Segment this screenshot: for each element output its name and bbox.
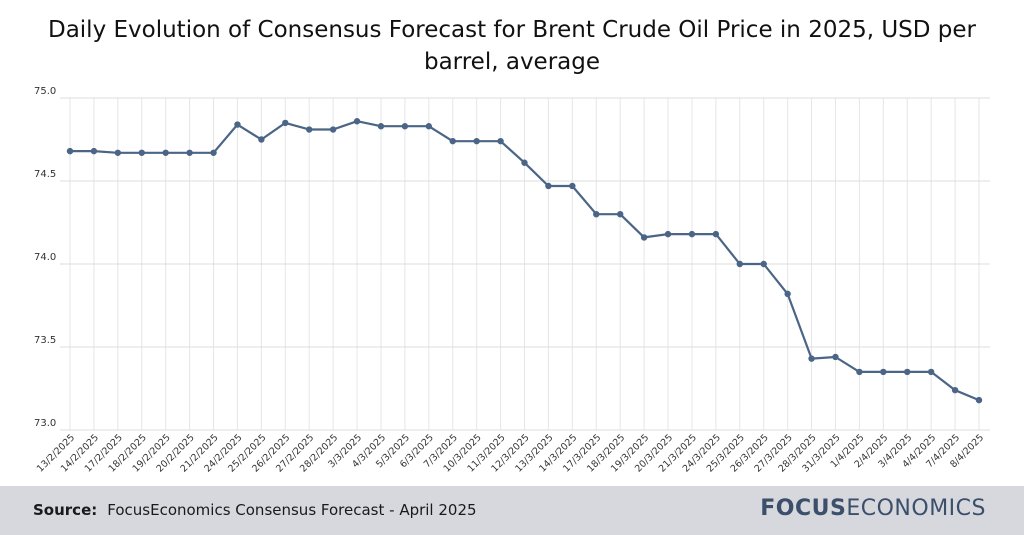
data-point (66, 147, 74, 155)
data-point (664, 230, 672, 238)
data-point (521, 159, 528, 166)
data-point (712, 230, 720, 238)
data-point (162, 149, 169, 156)
y-tick-label: 75.0 (34, 86, 56, 97)
data-point (569, 182, 576, 190)
data-point (449, 137, 456, 145)
brand-logo-focus: FOCUS (760, 496, 847, 521)
y-tick-label: 74.0 (34, 252, 56, 263)
data-point (880, 368, 887, 376)
data-point (234, 121, 241, 128)
footer: Source: FocusEconomics Consensus Forecast… (0, 486, 1024, 535)
y-tick-label: 73.0 (34, 418, 56, 429)
data-point (736, 260, 743, 268)
source-note: Source: FocusEconomics Consensus Forecast… (33, 501, 477, 519)
data-point (688, 230, 696, 238)
data-point (616, 211, 624, 218)
brand-logo-economics: ECONOMICS (846, 496, 986, 521)
data-point (497, 137, 504, 145)
data-point (282, 119, 289, 127)
data-point (593, 211, 600, 218)
data-point (473, 137, 480, 145)
brand-logo: FOCUSECONOMICS (760, 496, 986, 521)
data-point (545, 182, 552, 190)
data-point (784, 290, 791, 298)
data-point (186, 149, 193, 156)
data-point (975, 396, 983, 404)
source-label: Source: (33, 501, 98, 519)
data-point (210, 149, 217, 156)
data-point (377, 123, 385, 130)
data-point (951, 386, 959, 394)
data-point (760, 260, 767, 268)
chart-title: Daily Evolution of Consensus Forecast fo… (47, 17, 977, 75)
line-chart: 73.073.574.074.575.013/2/202514/2/202517… (34, 86, 990, 475)
data-point (353, 118, 361, 125)
y-tick-label: 74.5 (34, 169, 56, 180)
data-point (927, 368, 935, 376)
data-point (640, 234, 648, 241)
data-point (401, 123, 409, 130)
data-point (425, 123, 433, 130)
data-point (90, 147, 98, 155)
data-point (114, 149, 122, 156)
data-point (832, 353, 839, 361)
data-point (258, 136, 265, 143)
y-tick-label: 73.5 (34, 335, 56, 346)
data-point (808, 355, 815, 362)
data-point (306, 126, 313, 133)
data-point (904, 368, 911, 376)
source-text: FocusEconomics Consensus Forecast - Apri… (107, 501, 477, 519)
data-point (329, 126, 337, 133)
data-point (856, 368, 863, 376)
data-point (138, 149, 145, 156)
